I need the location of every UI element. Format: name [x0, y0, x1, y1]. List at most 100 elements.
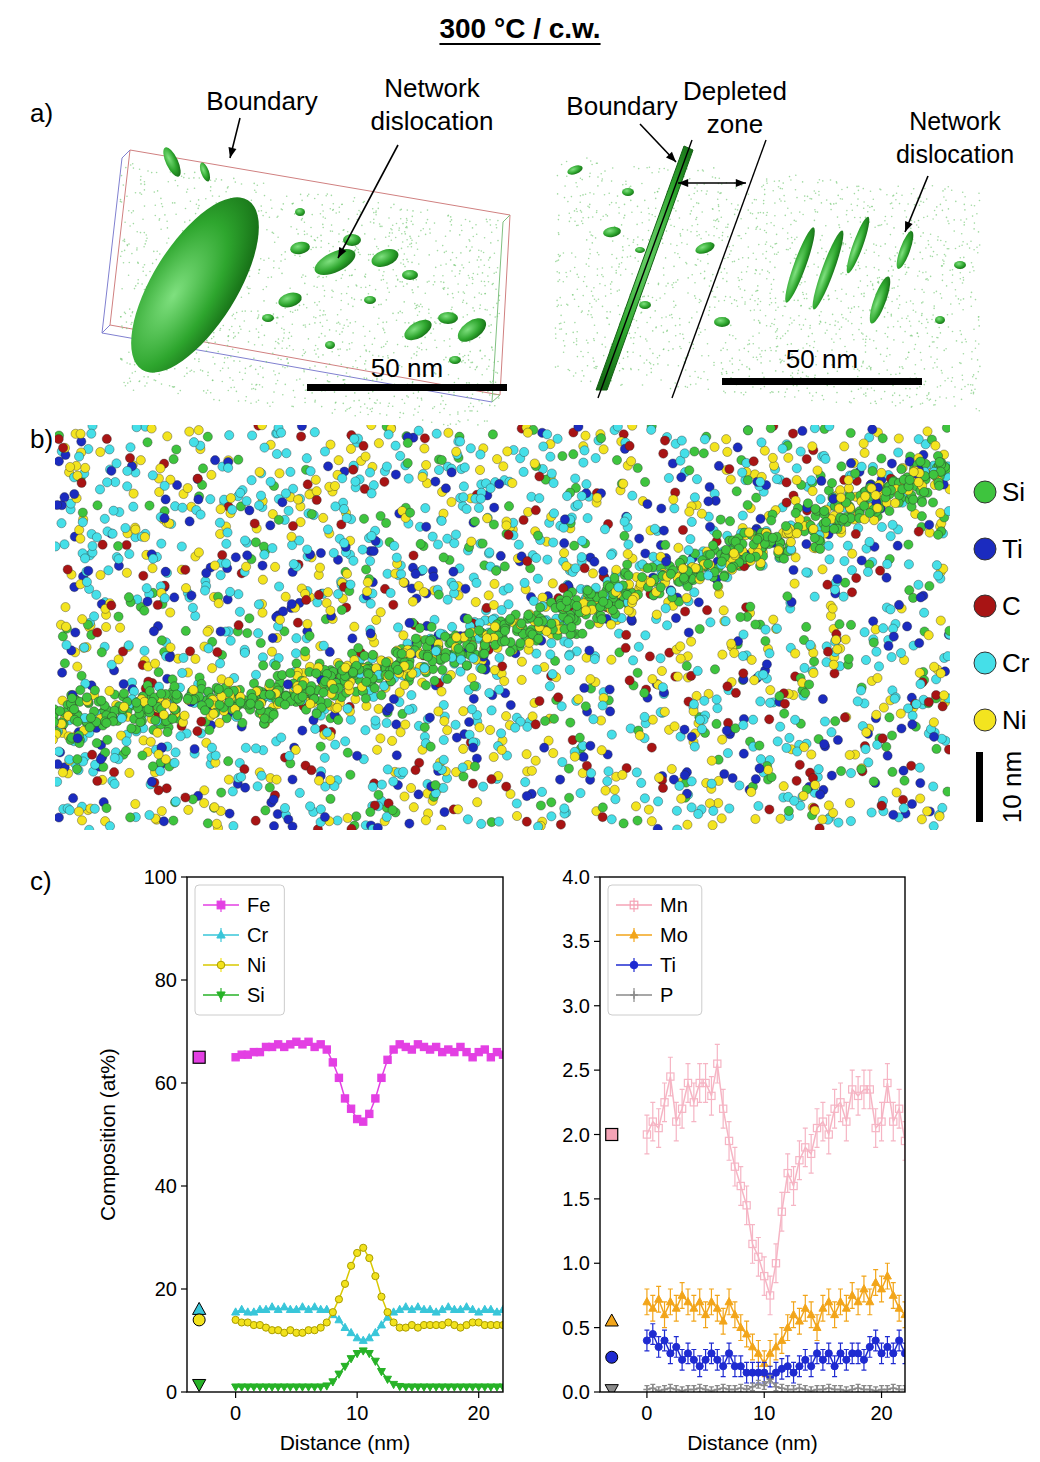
atom-dot	[328, 243, 330, 245]
atom-dot	[368, 254, 370, 256]
atom-dot	[253, 388, 255, 390]
atom-dot	[406, 283, 408, 285]
atom-dot	[124, 239, 126, 241]
scale-label: 50 nm	[371, 353, 443, 383]
atom-dot	[285, 384, 287, 386]
atom-dot	[926, 319, 928, 321]
atom-dot	[364, 276, 366, 278]
atom-dot	[558, 219, 560, 221]
atom-dot	[322, 224, 324, 226]
atom-dot	[372, 343, 374, 345]
atom-dot	[434, 339, 436, 341]
atom-dot	[671, 284, 673, 286]
atom-dot	[286, 195, 288, 197]
atom-dot	[159, 218, 161, 220]
atom-dot	[785, 333, 787, 335]
atom-dot	[330, 208, 332, 210]
atom-dot	[694, 282, 696, 284]
atom-dot	[365, 287, 367, 289]
atom-dot	[943, 260, 945, 262]
atom-dot	[248, 341, 250, 343]
atom-dot	[417, 248, 419, 250]
atom-dot	[331, 296, 333, 298]
atom-dot	[346, 372, 348, 374]
atom-dot	[428, 313, 430, 315]
atom-dot	[774, 253, 776, 255]
atom-dot	[126, 362, 128, 364]
atom-dot	[375, 214, 377, 216]
atom-dot	[884, 333, 886, 335]
atom-dot	[466, 246, 468, 248]
atom-dot	[842, 272, 844, 274]
atom-dot	[274, 374, 276, 376]
atom-dot	[825, 251, 827, 253]
atom-dot	[483, 252, 485, 254]
atom-dot	[488, 366, 490, 368]
atom-dot	[611, 202, 613, 204]
atom-dot	[331, 351, 333, 353]
atom-dot	[237, 351, 239, 353]
atom-dot	[344, 379, 346, 381]
atom-dot	[454, 264, 456, 266]
atom-dot	[186, 367, 188, 369]
atom-dot	[409, 236, 411, 238]
atom-dot	[947, 220, 949, 222]
atom-dot	[140, 232, 142, 234]
atom-dot	[354, 269, 356, 271]
atom-dot	[220, 370, 222, 372]
atom-dot	[160, 198, 162, 200]
atom-dot	[795, 254, 797, 256]
atom-dot	[665, 257, 667, 259]
atom-dot	[277, 358, 279, 360]
atom-dot	[260, 205, 262, 207]
atom-dot	[322, 285, 324, 287]
atom-dot	[601, 344, 603, 346]
atom-dot	[303, 349, 305, 351]
atom-dot	[449, 414, 451, 416]
atom-dot	[468, 355, 470, 357]
atom-dot	[713, 219, 715, 221]
atom-dot	[569, 221, 571, 223]
atom-dot	[416, 305, 418, 307]
atom-dot	[608, 193, 610, 195]
atom-dot	[592, 235, 594, 237]
atom-dot	[476, 234, 478, 236]
figure: 300 °C / c.w.a)BoundaryNetworkdislocatio…	[0, 0, 1040, 1462]
atom-dot	[931, 319, 933, 321]
atom-dot	[268, 258, 270, 260]
atom-dot	[407, 209, 409, 211]
atom-dot	[244, 373, 246, 375]
atom-dot	[431, 422, 433, 424]
atom-dot	[301, 219, 303, 221]
atom-dot	[586, 263, 588, 265]
atom-dot	[397, 344, 399, 346]
atom-dot	[196, 203, 198, 205]
atom-dot	[254, 344, 256, 346]
atom-dot	[457, 411, 459, 413]
atom-dot	[130, 164, 132, 166]
atom-dot	[962, 282, 964, 284]
atom-dot	[459, 353, 461, 355]
atom-dot	[936, 254, 938, 256]
atom-dot	[447, 425, 449, 427]
atom-dot	[280, 359, 282, 361]
atom-dot	[430, 317, 432, 319]
atom-dot	[289, 332, 291, 334]
atom-dot	[443, 340, 445, 342]
atom-dot	[366, 378, 368, 380]
atom-dot	[462, 302, 464, 304]
atom-dot	[335, 330, 337, 332]
atom-dot	[257, 318, 259, 320]
atom-dot	[301, 276, 303, 278]
atom-dot	[194, 187, 196, 189]
atom-dot	[372, 391, 374, 393]
atom-dot	[564, 345, 566, 347]
atom-dot	[471, 246, 473, 248]
atom-dot	[241, 183, 243, 185]
atom-dot	[318, 276, 320, 278]
atom-dot	[191, 369, 193, 371]
atom-dot	[131, 212, 133, 214]
atom-dot	[960, 219, 962, 221]
atom-dot	[726, 272, 728, 274]
atom-dot	[959, 303, 961, 305]
